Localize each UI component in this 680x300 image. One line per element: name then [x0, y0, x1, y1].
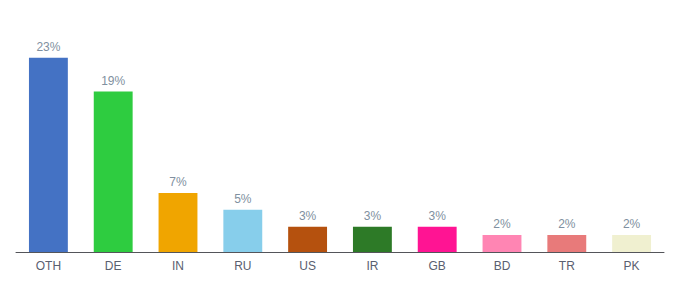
svg-text:5%: 5% — [234, 192, 252, 206]
svg-text:23%: 23% — [36, 40, 60, 54]
svg-text:3%: 3% — [429, 209, 447, 223]
svg-text:BD: BD — [494, 259, 511, 273]
svg-text:IR: IR — [366, 259, 378, 273]
svg-text:PK: PK — [624, 259, 640, 273]
svg-text:TR: TR — [559, 259, 575, 273]
svg-text:OTH: OTH — [36, 259, 61, 273]
svg-text:3%: 3% — [364, 209, 382, 223]
svg-text:2%: 2% — [623, 217, 641, 231]
svg-text:GB: GB — [429, 259, 446, 273]
svg-text:2%: 2% — [493, 217, 511, 231]
svg-text:DE: DE — [105, 259, 122, 273]
svg-text:RU: RU — [234, 259, 251, 273]
svg-text:US: US — [299, 259, 316, 273]
svg-text:7%: 7% — [169, 175, 187, 189]
svg-text:19%: 19% — [101, 74, 125, 88]
svg-text:3%: 3% — [299, 209, 317, 223]
svg-text:IN: IN — [172, 259, 184, 273]
svg-text:2%: 2% — [558, 217, 576, 231]
